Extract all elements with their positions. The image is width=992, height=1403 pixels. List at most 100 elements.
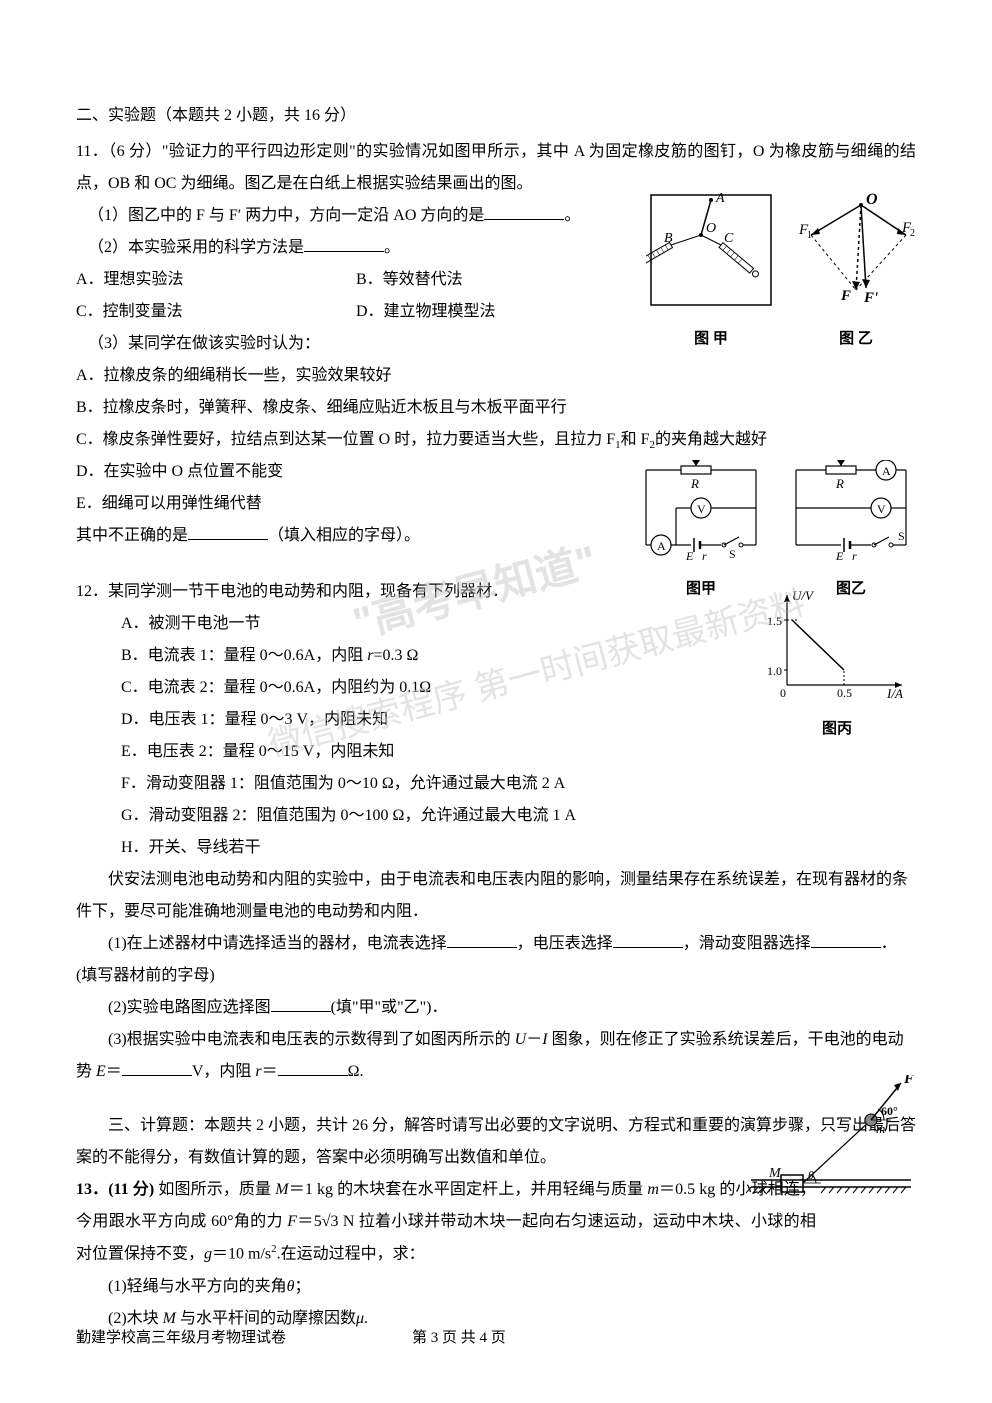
q11-sub2: （2）本实验采用的科学方法是 。 xyxy=(88,232,636,264)
label-m: m xyxy=(876,1121,885,1136)
text: =0.3 Ω xyxy=(373,647,418,664)
q13-num: 13．(11 分) xyxy=(76,1181,158,1198)
section-2-header: 二、实验题（本题共 2 小题，共 16 分） xyxy=(76,100,916,132)
footer-center: 第 3 页 共 4 页 xyxy=(412,1323,748,1353)
blank-field[interactable] xyxy=(188,524,268,540)
q11-opt-a: A．理想实验法 xyxy=(76,264,356,296)
label-S: S xyxy=(729,547,736,560)
text: ＝10 m/s xyxy=(212,1246,271,1263)
origin: 0 xyxy=(780,686,786,700)
circuit-yi: R A V E r S 图乙 xyxy=(786,460,916,604)
page-footer: 勤建学校高三年级月考物理试卷 第 3 页 共 4 页 xyxy=(76,1323,916,1353)
q12-item-g: G．滑动变阻器 2：阻值范围为 0～100 Ω，允许通过最大电流 1 A xyxy=(121,800,681,832)
blank-field[interactable] xyxy=(811,932,881,948)
q12-explain: 伏安法测电池电动势和内阻的实验中，由于电流表和电压表内阻的影响，测量结果存在系统… xyxy=(76,864,916,928)
text: (1)在上述器材中请选择适当的器材，电流表选择 xyxy=(108,935,447,952)
q12-item-h: H．开关、导线若干 xyxy=(121,832,681,864)
q11-sub2-end: 。 xyxy=(384,239,400,256)
q11-figures: A O B C xyxy=(646,190,916,354)
var-M: M xyxy=(275,1181,288,1198)
label-R: R xyxy=(690,476,699,491)
q12-item-e: E．电压表 2：量程 0～15 V，内阻未知 xyxy=(121,736,681,768)
q12-figures: R V A E r S 图甲 xyxy=(636,460,916,604)
text: (填"甲"或"乙")． xyxy=(331,999,448,1016)
label-R: R xyxy=(835,476,844,491)
q12-item-c: C．电流表 2：量程 0～0.6A，内阻约为 0.1Ω xyxy=(121,672,681,704)
circuit-jia-svg: R V A E r S xyxy=(636,460,766,560)
fig-yi: O F 1 F 2 F F' 图 乙 xyxy=(796,190,916,354)
blank-field[interactable] xyxy=(278,1060,348,1076)
footer-left: 勤建学校高三年级月考物理试卷 xyxy=(76,1323,412,1353)
text: (2)实验电路图应选择图 xyxy=(108,999,271,1016)
q13-svg: M θ m F 60° xyxy=(746,1075,916,1195)
q11-sub1: （1）图乙中的 F 与 F′ 两力中，方向一定沿 AO 方向的是 。 xyxy=(88,200,636,232)
blank-field[interactable] xyxy=(271,996,331,1012)
blank-field[interactable] xyxy=(304,236,384,252)
xtick-05: 0.5 xyxy=(837,686,852,700)
q11-sub3-c: C．橡皮条弹性要好，拉结点到达某一位置 O 时，拉力要适当大些，且拉力 F1和 … xyxy=(76,424,916,456)
q11-sub1-text: （1）图乙中的 F 与 F′ 两力中，方向一定沿 AO 方向的是 xyxy=(88,207,484,224)
label-UV: U/V xyxy=(792,590,815,603)
label-F2-sub: 2 xyxy=(910,228,915,239)
q12-sub2: (2)实验电路图应选择图 (填"甲"或"乙")． xyxy=(76,992,916,1024)
label-C: C xyxy=(724,231,734,246)
text: Ω. xyxy=(348,1063,364,1080)
label-F: F xyxy=(840,288,851,304)
text: ＝ xyxy=(262,1063,278,1080)
circuit-jia-caption: 图甲 xyxy=(636,574,766,604)
q11-sub2-text: （2）本实验采用的科学方法是 xyxy=(88,239,304,256)
text: ，滑动变阻器选择 xyxy=(683,935,811,952)
var-E: E xyxy=(96,1063,106,1080)
circuit-jia: R V A E r S 图甲 xyxy=(636,460,766,604)
q12-item-a: A．被测干电池一节 xyxy=(121,608,681,640)
blank-field[interactable] xyxy=(613,932,683,948)
label-r: r xyxy=(852,549,857,560)
q12-item-f: F．滑动变阻器 1：阻值范围为 0～10 Ω，允许通过最大电流 2 A xyxy=(121,768,681,800)
text: (1)轻绳与水平方向的夹角 xyxy=(108,1278,287,1295)
fig-bing: U/V I/A 1.5 1.0 0 0.5 图丙 xyxy=(762,590,912,744)
q13-sub1: (1)轻绳与水平方向的夹角θ； xyxy=(108,1271,916,1303)
q11-opt-c: C．控制变量法 xyxy=(76,296,356,328)
q12-item-d: D．电压表 1：量程 0～3 V，内阻未知 xyxy=(121,704,681,736)
q12-sub1: (1)在上述器材中请选择适当的器材，电流表选择，电压表选择，滑动变阻器选择．(填… xyxy=(76,928,916,992)
text: B．电流表 1：量程 0～0.6A，内阻 xyxy=(121,647,367,664)
text: － xyxy=(526,1031,542,1048)
fig-yi-svg: O F 1 F 2 F F' xyxy=(796,190,916,310)
text: .在运动过程中，求： xyxy=(277,1246,425,1263)
q11-sub3-b: B．拉橡皮条时，弹簧秤、橡皮条、细绳应贴近木板且与木板平面平行 xyxy=(76,392,916,424)
text: 和 F xyxy=(621,431,650,448)
text: 其中不正确的是 xyxy=(76,527,188,544)
ytick-15: 1.5 xyxy=(767,614,782,628)
q11-sub1-end: 。 xyxy=(564,207,580,224)
q13-figure: M θ m F 60° xyxy=(746,1075,916,1207)
fig-jia-svg: A O B C xyxy=(646,190,776,310)
text: (3)根据实验中电流表和电压表的示数得到了如图丙所示的 xyxy=(108,1031,515,1048)
q11-opt-d: D．建立物理模型法 xyxy=(356,296,636,328)
text: ＝1 kg 的木块套在水平固定杆上，并用轻绳与质量 xyxy=(289,1181,648,1198)
q11-sub3-a: A．拉橡皮条的细绳稍长一些，实验效果较好 xyxy=(76,360,916,392)
fig-bing-caption: 图丙 xyxy=(762,714,912,744)
q12-item-b: B．电流表 1：量程 0～0.6A，内阻 r=0.3 Ω xyxy=(121,640,681,672)
text: ＝ xyxy=(106,1063,122,1080)
blank-field[interactable] xyxy=(122,1060,192,1076)
var-F: F xyxy=(287,1213,297,1230)
q13-intro: 13．(11 分) 如图所示，质量 M＝1 kg 的木块套在水平固定杆上，并用轻… xyxy=(76,1174,816,1270)
q11-options-row1: A．理想实验法 B．等效替代法 xyxy=(76,264,636,296)
text: C．橡皮条弹性要好，拉结点到达某一位置 O 时，拉力要适当大些，且拉力 F xyxy=(76,431,615,448)
label-S: S xyxy=(898,529,905,543)
label-A: A xyxy=(882,464,891,478)
label-r: r xyxy=(702,549,707,560)
var-theta: θ xyxy=(287,1278,295,1295)
label-60: 60° xyxy=(881,1104,898,1118)
label-M: M xyxy=(768,1166,782,1181)
q11-opt-b: B．等效替代法 xyxy=(356,264,636,296)
label-F: F xyxy=(903,1075,914,1087)
ytick-10: 1.0 xyxy=(767,664,782,678)
q11-options-row2: C．控制变量法 D．建立物理模型法 xyxy=(76,296,636,328)
var-g: g xyxy=(204,1246,212,1263)
label-IA: I/A xyxy=(886,686,903,700)
text: ，电压表选择 xyxy=(517,935,613,952)
blank-field[interactable] xyxy=(447,932,517,948)
blank-field[interactable] xyxy=(484,204,564,220)
fig-jia-caption: 图 甲 xyxy=(646,324,776,354)
